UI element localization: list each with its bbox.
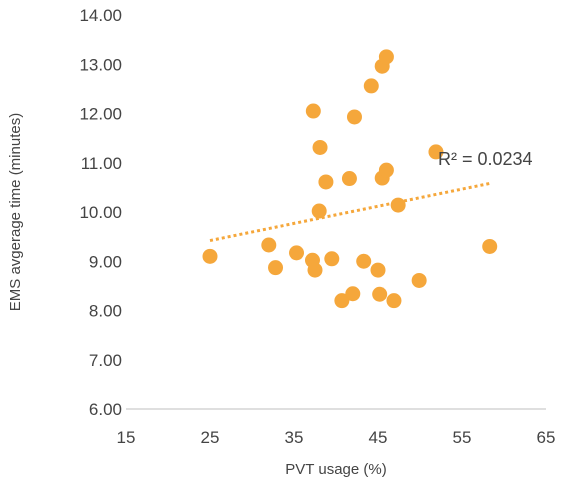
data-point <box>411 272 427 288</box>
data-point <box>482 238 498 254</box>
y-axis-ticks: 6.00 7.00 8.00 9.00 10.00 11.00 12.00 13.00 14.0… <box>79 6 122 419</box>
data-point <box>324 251 340 267</box>
data-point <box>318 174 334 190</box>
x-tick-label: 55 <box>453 428 472 447</box>
y-tick-label: 9.00 <box>89 252 122 271</box>
data-point <box>305 103 321 119</box>
y-tick-label: 7.00 <box>89 351 122 370</box>
data-point <box>341 171 357 187</box>
data-point <box>356 253 372 269</box>
y-axis-title: EMS avgerage time (minutes) <box>7 113 24 311</box>
data-point <box>370 262 386 278</box>
trendline <box>209 181 491 243</box>
x-tick-label: 25 <box>201 428 220 447</box>
data-point <box>307 262 323 278</box>
y-tick-label: 14.00 <box>79 6 122 25</box>
data-point <box>386 293 402 309</box>
data-point <box>346 109 362 125</box>
data-point <box>202 248 218 264</box>
y-tick-label: 8.00 <box>89 302 122 321</box>
data-point <box>345 286 361 302</box>
data-point <box>261 237 277 253</box>
data-point <box>390 197 406 213</box>
data-point <box>289 245 305 261</box>
x-tick-label: 65 <box>537 428 556 447</box>
data-point <box>428 144 444 160</box>
data-point <box>311 203 327 219</box>
x-axis-title: PVT usage (%) <box>285 461 386 478</box>
x-tick-label: 45 <box>369 428 388 447</box>
y-tick-label: 11.00 <box>81 154 122 173</box>
data-point <box>378 49 394 65</box>
data-point <box>363 78 379 94</box>
r-squared-label: R² = 0.0234 <box>438 149 533 169</box>
data-points <box>202 49 498 309</box>
data-point <box>378 162 394 178</box>
y-tick-label: 10.00 <box>79 203 122 222</box>
data-point <box>334 293 350 309</box>
x-tick-label: 35 <box>285 428 304 447</box>
y-tick-label: 6.00 <box>89 400 122 419</box>
x-tick-label: 15 <box>117 428 136 447</box>
y-tick-label: 12.00 <box>79 105 122 124</box>
data-point <box>312 139 328 155</box>
x-axis-ticks: 15 25 35 45 55 65 <box>117 428 556 447</box>
data-point <box>268 260 284 276</box>
data-point <box>372 286 388 302</box>
y-tick-label: 13.00 <box>79 55 122 74</box>
